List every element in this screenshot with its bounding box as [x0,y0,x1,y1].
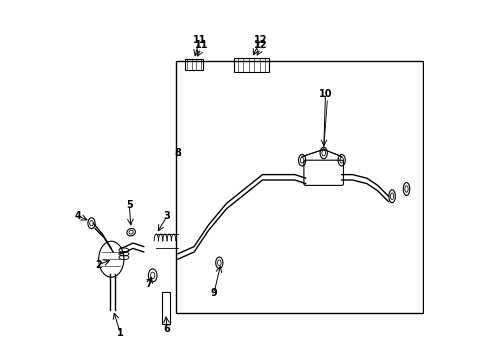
Text: 12: 12 [253,40,267,50]
Text: 12: 12 [253,35,267,45]
Text: 9: 9 [210,288,217,298]
Text: 10: 10 [318,89,331,99]
Bar [162,292,169,324]
Text: 5: 5 [126,200,132,210]
Text: 3: 3 [163,211,170,221]
Text: 8: 8 [174,148,181,158]
Text: 11: 11 [194,40,207,50]
Text: 6: 6 [163,324,170,334]
Text: 4: 4 [75,211,81,221]
Text: 7: 7 [145,279,152,289]
Text: 2: 2 [95,260,102,270]
Text: 11: 11 [192,35,206,45]
Bar [176,61,422,313]
Text: 1: 1 [117,328,123,338]
